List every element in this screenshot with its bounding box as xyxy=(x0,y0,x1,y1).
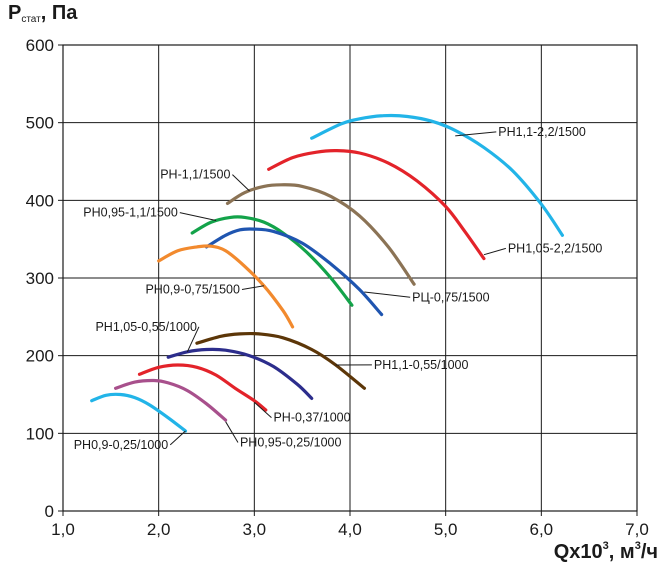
series-label-4: РЦ-0,75/1500 xyxy=(412,290,489,304)
label-leader-3 xyxy=(179,212,217,222)
x-axis-label: Qx103, м3/ч xyxy=(554,540,658,564)
y-tick-label: 500 xyxy=(26,114,54,133)
label-leader-7 xyxy=(186,326,200,352)
y-tick-label: 100 xyxy=(26,424,54,443)
label-leader-4 xyxy=(364,291,411,298)
x-axis-label-end: /ч xyxy=(640,541,658,563)
y-axis-label: Pстат, Па xyxy=(8,2,77,25)
series-label-8: РН-0,37/1000 xyxy=(273,411,350,425)
x-tick-label: 4,0 xyxy=(338,520,362,539)
series-label-5: РН0,9-0,75/1500 xyxy=(145,283,240,297)
series-curve-7 xyxy=(166,347,314,400)
series-curve-5 xyxy=(157,244,295,329)
series-curve-1 xyxy=(267,148,486,261)
label-leader-2 xyxy=(232,174,250,192)
x-tick-label: 3,0 xyxy=(243,520,267,539)
x-tick-label: 7,0 xyxy=(625,520,649,539)
label-leader-8 xyxy=(253,401,272,419)
label-leader-5 xyxy=(241,285,264,291)
x-axis-label-sup1: 3 xyxy=(602,540,609,552)
y-tick-label: 0 xyxy=(45,502,54,521)
label-leader-0 xyxy=(455,131,497,137)
label-leader-1 xyxy=(483,247,506,256)
x-tick-label: 5,0 xyxy=(434,520,458,539)
y-tick-label: 200 xyxy=(26,347,54,366)
y-tick-label: 300 xyxy=(26,269,54,288)
series-curve-10 xyxy=(90,392,188,433)
series-curve-2 xyxy=(225,183,416,286)
series-label-7: РН1,05-0,55/1000 xyxy=(95,320,197,334)
y-tick-label: 600 xyxy=(26,36,54,55)
y-tick-label: 400 xyxy=(26,191,54,210)
series-label-6: РН1,1-0,55/1000 xyxy=(374,358,469,372)
series-curve-9 xyxy=(114,378,228,422)
y-axis-label-sub: стат xyxy=(21,14,41,25)
series-label-2: РН-1,1/1500 xyxy=(160,168,230,182)
series-label-3: РН0,95-1,1/1500 xyxy=(83,206,178,220)
label-leader-10 xyxy=(169,430,186,446)
y-axis-label-main: P xyxy=(8,2,22,24)
y-axis-label-unit: , Па xyxy=(40,2,78,24)
series-curve-0 xyxy=(310,113,564,237)
series-curve-3 xyxy=(190,215,354,307)
x-tick-label: 6,0 xyxy=(530,520,554,539)
series-label-1: РН1,05-2,2/1500 xyxy=(508,241,603,255)
label-leader-9 xyxy=(225,421,239,443)
series-curve-6 xyxy=(195,331,366,390)
x-axis-label-sup2: 3 xyxy=(634,540,641,552)
x-tick-label: 1,0 xyxy=(51,520,75,539)
series-curve-8 xyxy=(137,363,268,412)
x-axis-label-main: Qx10 xyxy=(553,541,603,563)
series-curve-4 xyxy=(204,227,384,317)
x-tick-label: 2,0 xyxy=(147,520,171,539)
series-label-0: РН1,1-2,2/1500 xyxy=(498,125,586,139)
series-label-10: РН0,9-0,25/1000 xyxy=(74,438,169,452)
series-label-9: РН0,95-0,25/1000 xyxy=(240,436,342,450)
x-axis-label-mid: , м xyxy=(608,541,635,563)
